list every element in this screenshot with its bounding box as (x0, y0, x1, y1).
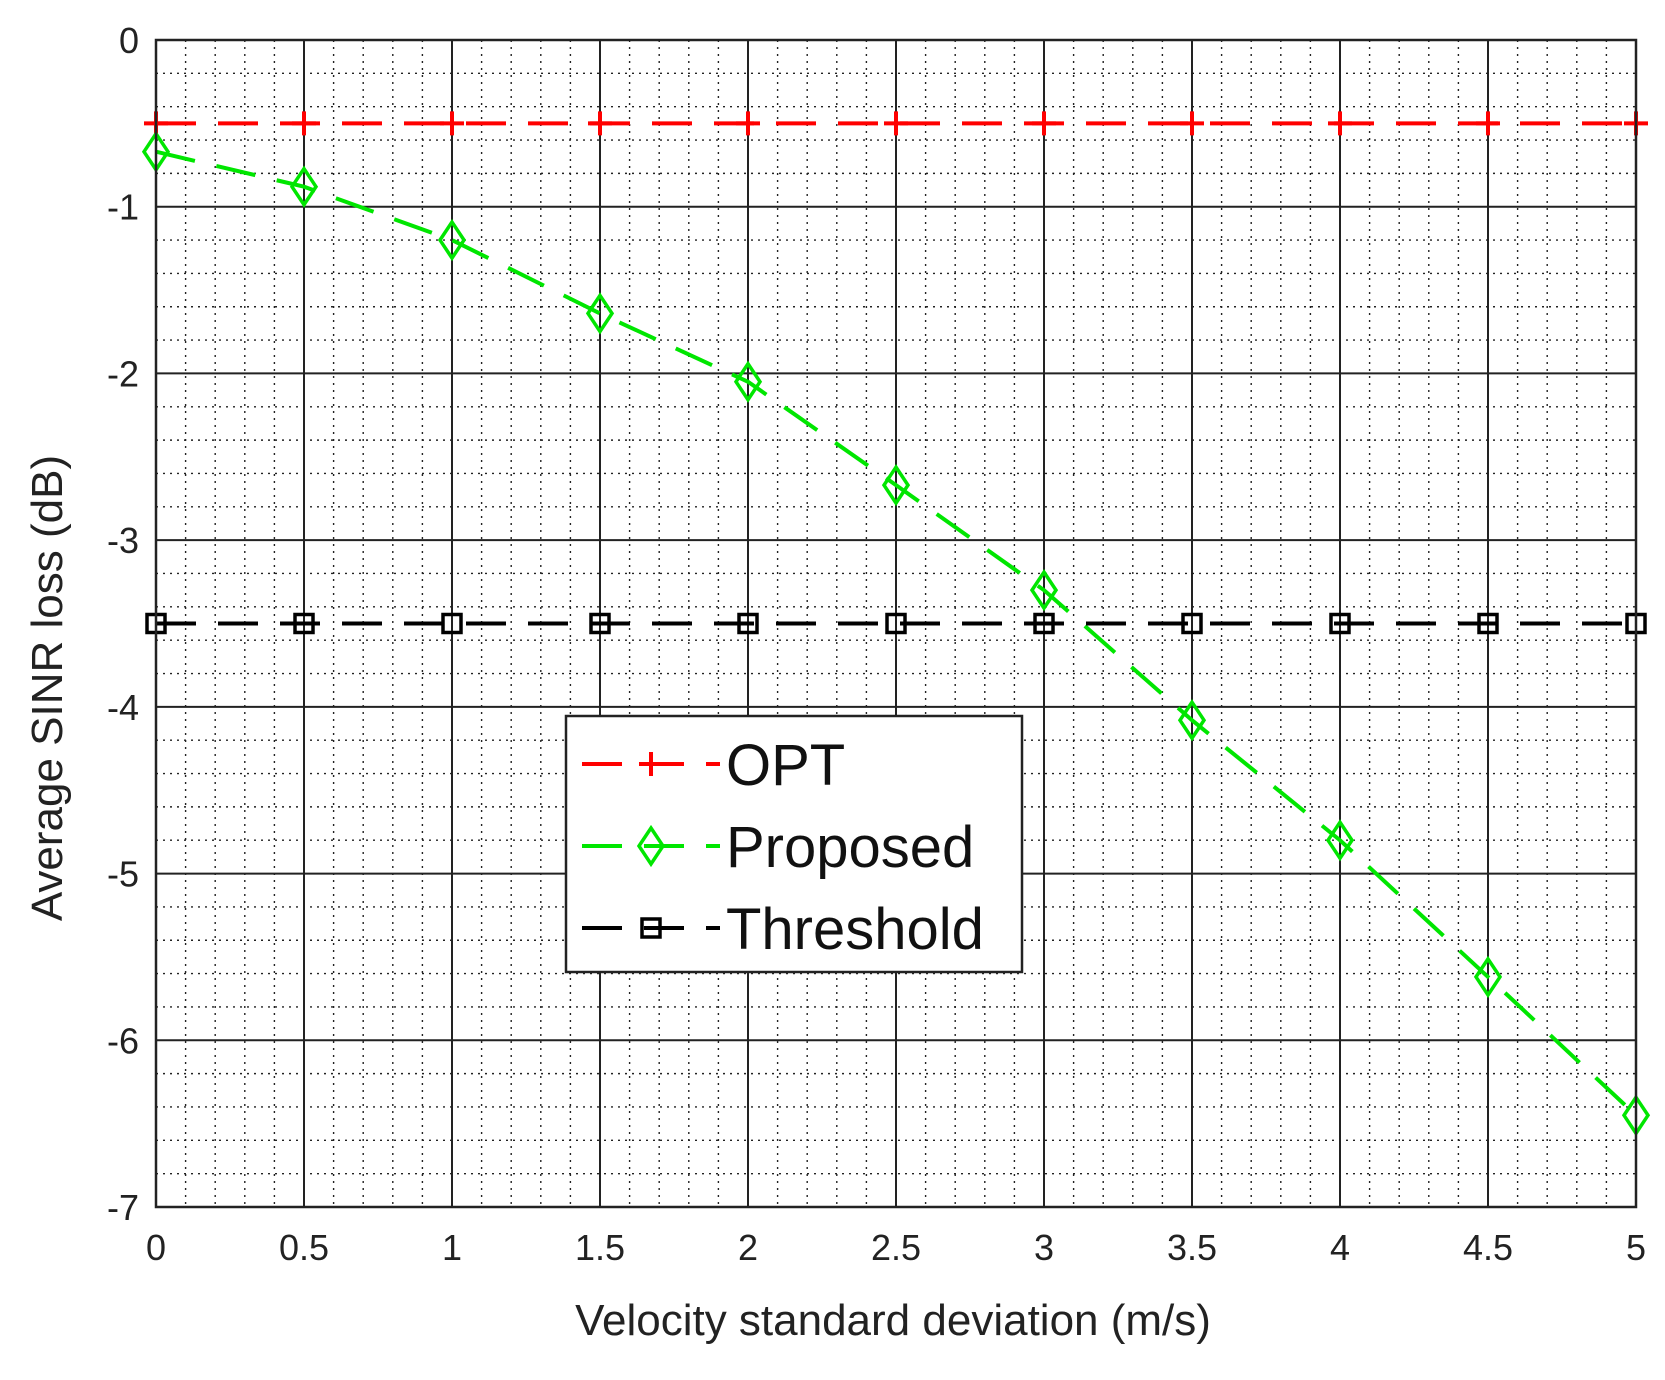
x-tick-label: 3 (1034, 1227, 1054, 1268)
data-point-threshold (1329, 612, 1351, 635)
x-axis-title: Velocity standard deviation (m/s) (575, 1296, 1211, 1345)
data-point-proposed (733, 360, 763, 403)
y-tick-label: -5 (107, 854, 139, 895)
x-tick-label: 1 (442, 1227, 462, 1268)
legend-marker-opt (639, 752, 663, 776)
data-point-threshold (1033, 612, 1055, 635)
y-tick-label: -6 (107, 1020, 139, 1061)
series-opt (144, 111, 1648, 136)
data-point-opt (440, 111, 464, 136)
plot-frame (154, 38, 1638, 1209)
y-tick-label: 0 (119, 20, 139, 61)
data-point-threshold (589, 612, 611, 635)
data-point-opt (1032, 111, 1056, 136)
data-point-proposed (1029, 569, 1059, 612)
data-point-opt (292, 111, 316, 136)
legend: OPT Proposed Threshold (564, 714, 1024, 974)
data-point-opt (1476, 111, 1500, 136)
legend-marker-proposed (636, 824, 666, 868)
y-tick-label: -1 (107, 187, 139, 228)
legend-label-opt: OPT (726, 733, 845, 798)
x-tick-label: 4.5 (1463, 1227, 1513, 1268)
legend-marker-threshold (640, 917, 662, 939)
minor-grid (156, 40, 1636, 1207)
legend-label-proposed: Proposed (726, 815, 974, 880)
x-tick-label: 5 (1626, 1227, 1646, 1268)
y-tick-label: -7 (107, 1187, 139, 1228)
x-tick-labels: 0 0.5 1 1.5 2 2.5 3 3.5 4 4.5 5 (146, 1227, 1646, 1268)
data-point-opt (588, 111, 612, 136)
data-point-proposed (881, 463, 911, 507)
x-tick-label: 3.5 (1167, 1227, 1217, 1268)
data-point-threshold (293, 612, 315, 635)
data-point-opt (736, 111, 760, 136)
data-point-proposed (1473, 955, 1503, 999)
data-point-threshold (885, 612, 907, 635)
data-point-proposed (585, 292, 615, 335)
data-point-proposed (1325, 819, 1355, 862)
data-point-proposed (437, 218, 467, 262)
data-point-threshold (1181, 612, 1203, 635)
x-tick-label: 4 (1330, 1227, 1350, 1268)
legend-item-threshold: Threshold (582, 897, 984, 962)
data-point-threshold (737, 612, 759, 635)
legend-item-opt: OPT (582, 733, 845, 798)
y-tick-label: -4 (107, 687, 139, 728)
data-point-opt (884, 111, 908, 136)
data-point-proposed (1177, 699, 1207, 742)
x-tick-label: 2.5 (871, 1227, 921, 1268)
y-tick-labels: 0 -1 -2 -3 -4 -5 -6 -7 (107, 20, 139, 1228)
series-line-proposed (155, 149, 1638, 1117)
data-point-opt (1180, 111, 1204, 136)
x-tick-label: 1.5 (575, 1227, 625, 1268)
data-point-threshold (441, 612, 463, 635)
legend-item-proposed: Proposed (582, 815, 974, 880)
x-tick-label: 0.5 (279, 1227, 329, 1268)
y-axis-title: Average SINR loss (dB) (23, 455, 72, 921)
axes (154, 38, 1638, 1209)
legend-label-threshold: Threshold (726, 897, 984, 962)
y-tick-label: -3 (107, 520, 139, 561)
data-point-opt (1328, 111, 1352, 136)
y-tick-label: -2 (107, 353, 139, 394)
x-tick-label: 0 (146, 1227, 166, 1268)
x-tick-label: 2 (738, 1227, 758, 1268)
data-point-threshold (1477, 612, 1499, 635)
data-point-proposed (289, 165, 319, 208)
